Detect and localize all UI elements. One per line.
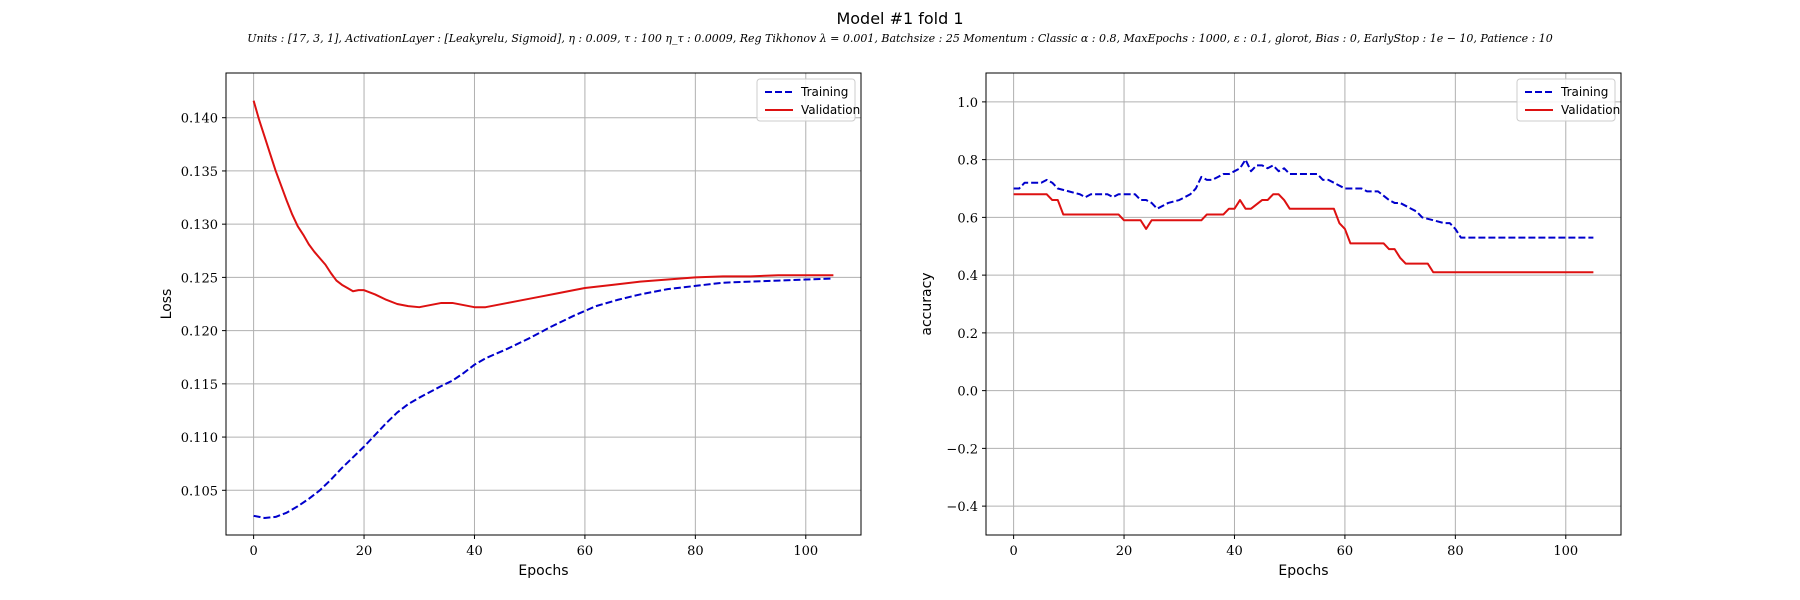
accuracy-legend-label-training: Training [1560,85,1608,99]
loss-y-tick-label: 0.125 [181,271,218,286]
loss-x-tick-label: 0 [249,544,257,559]
accuracy-x-axis-label: Epochs [1278,563,1328,579]
accuracy-x-tick-label: 80 [1447,544,1464,559]
loss-legend-label-training: Training [800,85,848,99]
loss-y-tick-label: 0.115 [181,378,218,393]
loss-y-axis-label: Loss [159,289,175,320]
loss-y-tick-label: 0.105 [181,484,218,499]
accuracy-y-tick-label: 0.0 [957,385,978,400]
accuracy-series-training-line [1013,158,1594,239]
loss-x-tick-label: 100 [793,544,818,559]
accuracy-x-tick-label: 60 [1337,544,1354,559]
loss-y-tick-label: 0.130 [181,218,218,233]
loss-x-tick-label: 20 [356,544,373,559]
accuracy-y-tick-label: 0.4 [957,269,978,284]
accuracy-plot-frame [985,72,1622,536]
loss-series-training-line [253,277,834,519]
loss-legend-label-validation: Validation [801,103,860,117]
accuracy-x-tick-label: 20 [1116,544,1133,559]
loss-y-tick-label: 0.140 [181,112,218,127]
accuracy-y-tick-label: 0.6 [957,211,978,226]
accuracy-x-tick-label: 0 [1009,544,1017,559]
loss-y-tick-label: 0.120 [181,325,218,340]
loss-series-validation-line [252,100,834,309]
loss-x-tick-label: 40 [466,544,483,559]
accuracy-y-tick-label: 1.0 [957,96,978,111]
loss-x-axis-label: Epochs [518,563,568,579]
loss-y-tick-label: 0.110 [181,431,218,446]
loss-x-tick-label: 60 [577,544,594,559]
loss-legend: Training Validation [756,78,860,122]
loss-chart: 0 20 40 60 80 100 0.105 0.110 0.115 0.120 0.125 0.1… [159,72,862,579]
accuracy-x-tick-label: 40 [1226,544,1243,559]
figure-subtitle: Units : [17, 3, 1], ActivationLayer : [L… [247,32,1553,45]
accuracy-y-axis-label: accuracy [919,272,935,335]
accuracy-legend: Training Validation [1516,78,1620,122]
accuracy-chart: 0 20 40 60 80 100 −0.4 −0.2 0.0 0.2 0.4 0.6 0.8 1.0 Ep… [919,72,1622,579]
accuracy-y-tick-label: −0.2 [946,442,978,457]
accuracy-y-tick-label: 0.8 [957,154,978,169]
loss-x-tick-label: 80 [687,544,704,559]
accuracy-y-tick-label: 0.2 [957,327,978,342]
loss-y-tick-label: 0.135 [181,165,218,180]
loss-plot-frame [225,72,862,536]
accuracy-y-tick-label: −0.4 [946,500,978,515]
accuracy-x-tick-label: 100 [1553,544,1578,559]
accuracy-series-validation-line [1013,193,1594,274]
accuracy-legend-label-validation: Validation [1561,103,1620,117]
figure-title: Model #1 fold 1 [836,9,963,28]
